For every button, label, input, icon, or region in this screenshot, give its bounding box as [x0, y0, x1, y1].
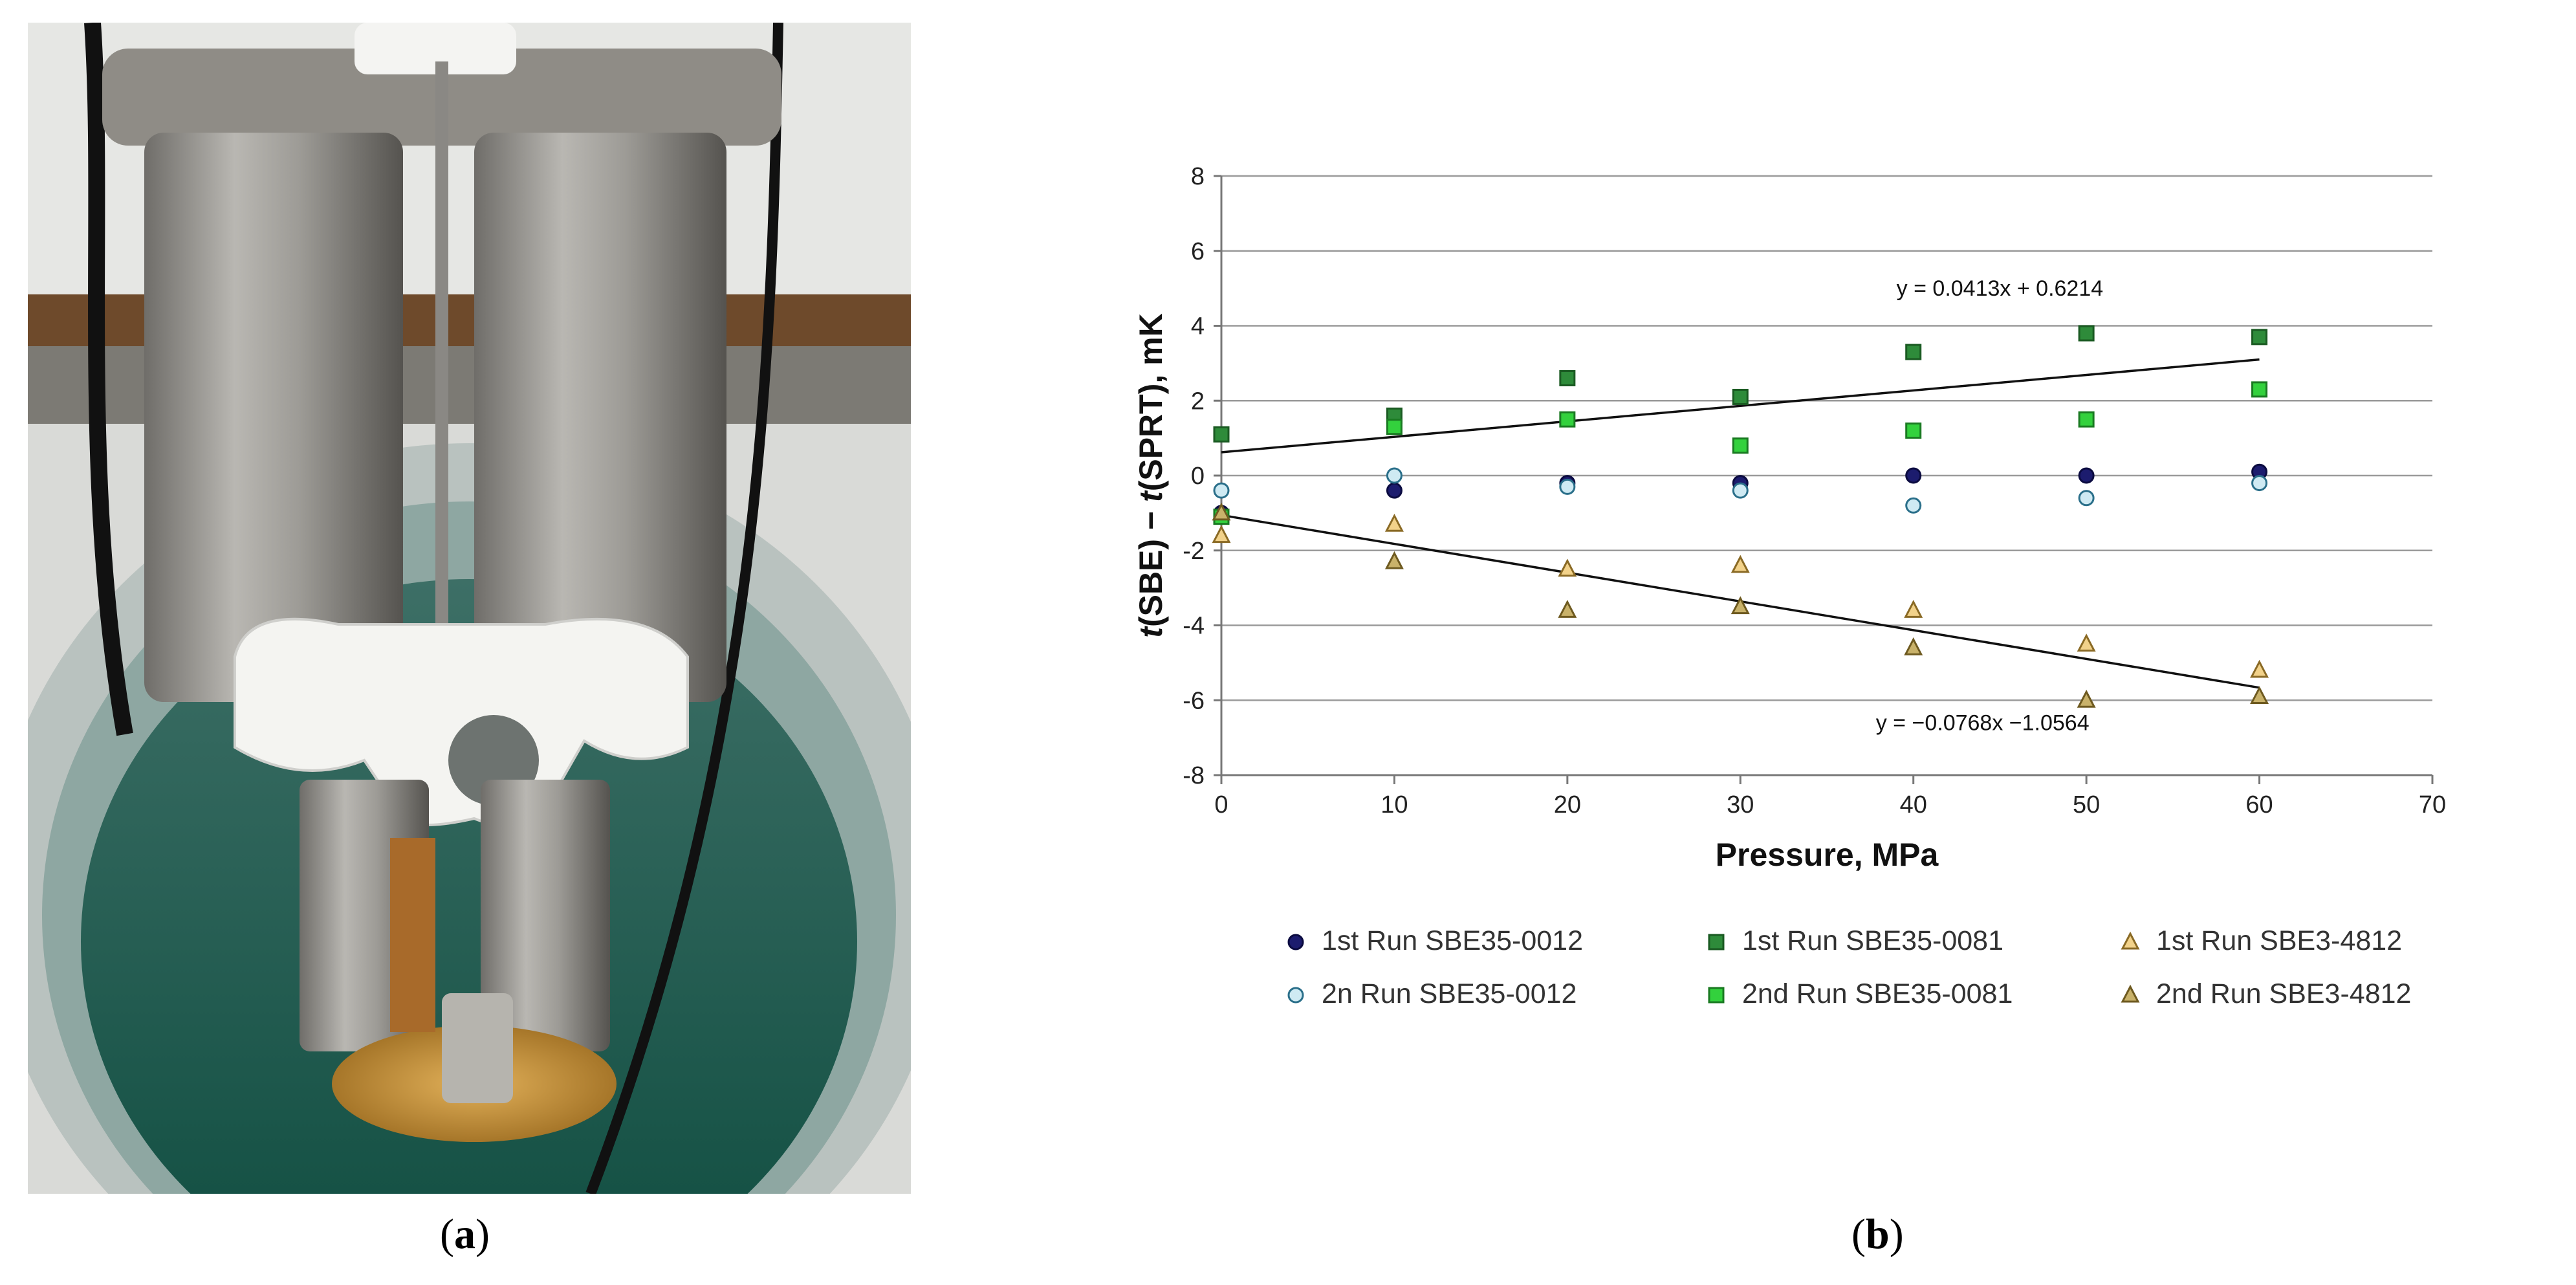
- trendline-equations: y = 0.0413x + 0.6214 y = −0.0768x −1.0564: [1876, 276, 2103, 735]
- data-point: [1905, 467, 1922, 484]
- y-tick-label: -2: [1183, 538, 1205, 565]
- trendline-equation: y = −0.0768x −1.0564: [1876, 711, 2090, 736]
- data-point: [1732, 388, 1749, 405]
- data-point: [1384, 513, 1404, 532]
- legend-marker-icon: [1284, 930, 1307, 953]
- data-point: [2078, 325, 2095, 342]
- series-6: [1212, 502, 2269, 708]
- panel-a-caption: (a): [440, 1211, 490, 1258]
- legend-marker-shape: [2121, 931, 2140, 949]
- data-point: [1212, 525, 1231, 544]
- legend-label: 2nd Run SBE35-0081: [1742, 978, 2013, 1009]
- legend-item: 1st Run SBE35-0081: [1705, 925, 2003, 957]
- data-point: [1904, 600, 1923, 618]
- axes: [1214, 175, 2434, 784]
- trendline-equation: y = 0.0413x + 0.6214: [1897, 276, 2103, 301]
- data-points: [1212, 325, 2269, 708]
- data-point: [2078, 490, 2095, 507]
- data-point: [2078, 411, 2095, 428]
- data-point: [2077, 633, 2096, 652]
- data-point: [1730, 555, 1750, 573]
- legend-item: 1st Run SBE35-0012: [1284, 925, 1583, 957]
- legend-marker-shape: [1287, 987, 1304, 1003]
- data-point: [1384, 551, 1404, 569]
- x-tick-label: 0: [1214, 791, 1228, 818]
- data-point: [1730, 596, 1750, 615]
- y-tick-label: 0: [1191, 463, 1205, 490]
- data-point: [1559, 411, 1576, 428]
- data-point: [1905, 344, 1922, 360]
- legend-item: 1st Run SBE3-4812: [2119, 925, 2402, 957]
- legend-label: 2nd Run SBE3-4812: [2156, 978, 2412, 1009]
- x-tick-label: 40: [1900, 791, 1927, 818]
- photo-pressure-vessel: [28, 23, 911, 1194]
- legend-marker-shape: [1708, 987, 1725, 1003]
- legend-marker-icon: [1705, 983, 1728, 1006]
- y-tick-label: -6: [1183, 687, 1205, 714]
- legend-label: 1st Run SBE35-0012: [1322, 925, 1583, 956]
- data-point: [1386, 482, 1403, 499]
- legend-marker-shape: [2121, 984, 2140, 1002]
- y-tick-label: 4: [1191, 313, 1205, 340]
- data-point: [1904, 637, 1923, 655]
- data-point: [2251, 381, 2268, 398]
- legend-marker-shape: [1287, 934, 1304, 950]
- legend-item: 2n Run SBE35-0012: [1284, 978, 1577, 1010]
- data-point: [1213, 482, 1230, 499]
- y-tick-label: 8: [1191, 163, 1205, 190]
- legend-marker-icon: [1284, 983, 1307, 1006]
- data-point: [2078, 467, 2095, 484]
- data-point: [1212, 502, 1231, 521]
- data-point: [2251, 329, 2268, 346]
- data-point: [2250, 659, 2269, 678]
- chart: -8 -6 -4 -2 0 2 4 6 8 0 10 20 30 40 50 60 70 y = 0.0413x…: [1133, 163, 2446, 873]
- y-axis-title: t(SBE) − t(SPRT), mK: [1133, 313, 1169, 637]
- data-point: [1558, 558, 1577, 577]
- y-tick-label: -4: [1183, 613, 1205, 640]
- tick-labels: -8 -6 -4 -2 0 2 4 6 8 0 10 20 30 40 50 60 70: [1183, 163, 2446, 818]
- data-point: [1386, 467, 1403, 484]
- trendlines: [1221, 358, 2260, 689]
- data-point: [1558, 600, 1577, 618]
- y-tick-label: 2: [1191, 388, 1205, 415]
- data-point: [1732, 482, 1749, 499]
- y-tick-label: 6: [1191, 238, 1205, 265]
- legend-marker-shape: [1708, 934, 1725, 950]
- legend-item: 2nd Run SBE35-0081: [1705, 978, 2013, 1010]
- data-point: [2077, 690, 2096, 708]
- data-point: [1386, 419, 1403, 435]
- trendline: [1221, 358, 2260, 454]
- data-point: [1732, 437, 1749, 454]
- x-axis-title: Pressure, MPa: [1716, 837, 1939, 873]
- data-point: [2250, 686, 2269, 704]
- legend-marker-icon: [1705, 930, 1728, 953]
- data-point: [1905, 497, 1922, 514]
- legend-label: 1st Run SBE35-0081: [1742, 925, 2003, 956]
- x-tick-label: 70: [2419, 791, 2446, 818]
- data-point: [1213, 426, 1230, 443]
- series-4: [1213, 467, 2268, 514]
- photo-illustration: [28, 23, 911, 1194]
- data-point: [1559, 478, 1576, 495]
- x-tick-label: 30: [1727, 791, 1754, 818]
- legend-marker-icon: [2119, 930, 2142, 953]
- data-point: [2251, 475, 2268, 492]
- y-tick-label: -8: [1183, 762, 1205, 789]
- panel-b-caption: (b): [1851, 1211, 1904, 1258]
- x-tick-label: 10: [1381, 791, 1408, 818]
- legend-marker-icon: [2119, 983, 2142, 1006]
- data-point: [1905, 423, 1922, 439]
- x-tick-label: 20: [1554, 791, 1581, 818]
- legend-label: 2n Run SBE35-0012: [1322, 978, 1577, 1009]
- legend-item: 2nd Run SBE3-4812: [2119, 978, 2411, 1010]
- x-tick-label: 50: [2073, 791, 2100, 818]
- grid-lines: [1221, 175, 2432, 701]
- legend-label: 1st Run SBE3-4812: [2156, 925, 2403, 956]
- series-3: [1212, 513, 2269, 678]
- x-tick-label: 60: [2245, 791, 2273, 818]
- series-2: [1213, 325, 2268, 443]
- data-point: [1559, 370, 1576, 387]
